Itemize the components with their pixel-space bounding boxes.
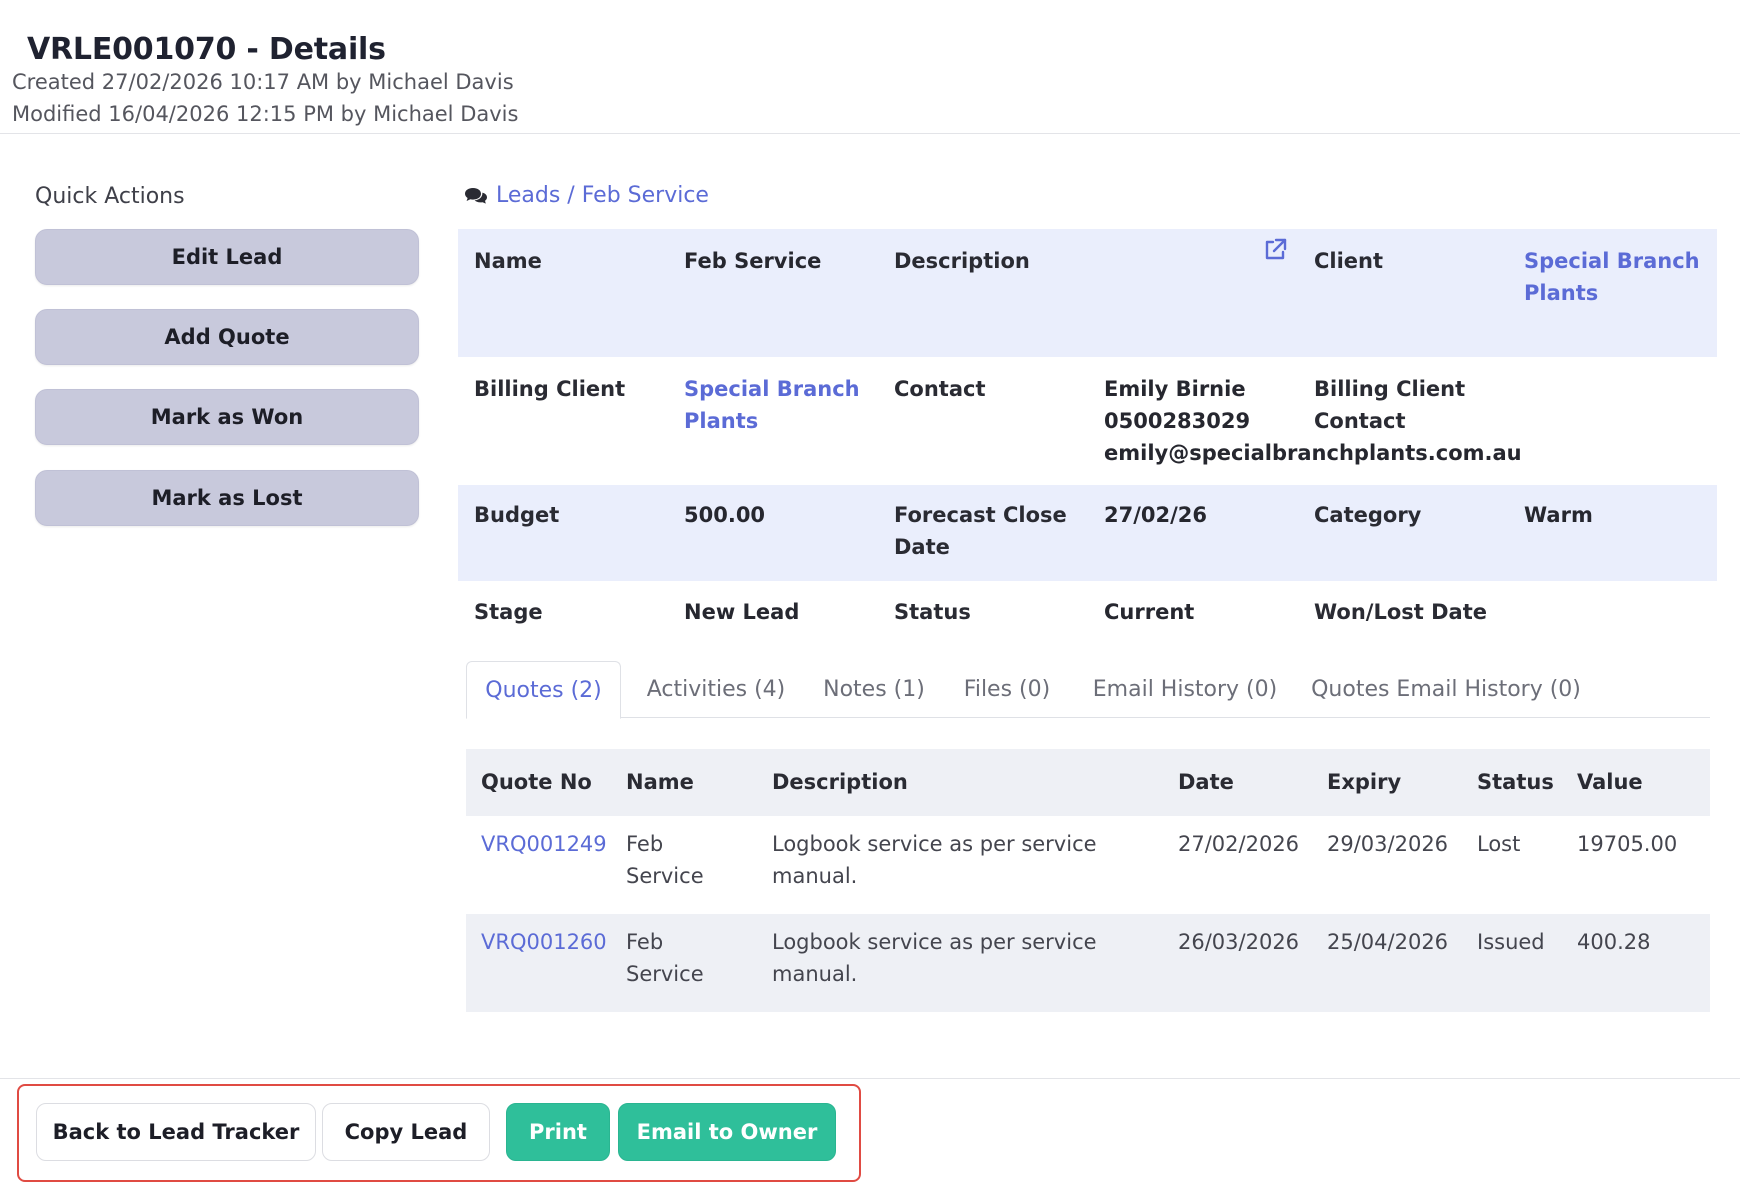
comments-icon [465, 187, 487, 204]
print-button[interactable]: Print [506, 1103, 610, 1161]
forecast-close-date-label: Forecast Close Date [894, 499, 1067, 563]
client-link-line2[interactable]: Plants [1524, 281, 1599, 305]
stage-value: New Lead [684, 600, 800, 624]
quote-status: Issued [1477, 930, 1545, 954]
breadcrumb-text[interactable]: Leads / Feb Service [496, 183, 709, 208]
billing-client-contact-label: Billing Client Contact [1314, 373, 1465, 437]
column-header-description: Description [772, 770, 908, 794]
category-value: Warm [1524, 503, 1593, 527]
quote-desc-line1: Logbook service as per service [772, 930, 1097, 954]
client-link-line1[interactable]: Special Branch [1524, 249, 1700, 273]
page-title: VRLE001070 - Details [27, 32, 386, 67]
details-row-stage: Stage New Lead Status Current Won/Lost D… [458, 581, 1717, 649]
mark-as-won-button[interactable]: Mark as Won [35, 389, 419, 445]
status-label: Status [894, 600, 971, 624]
billing-client-link-line2[interactable]: Plants [684, 409, 759, 433]
copy-lead-button[interactable]: Copy Lead [322, 1103, 490, 1161]
client-label: Client [1314, 249, 1384, 273]
tab-quotes[interactable]: Quotes (2) [466, 661, 621, 719]
quotes-table: Quote No Name Description Date Expiry St… [466, 749, 1710, 1012]
column-header-name: Name [626, 770, 694, 794]
quote-name: Feb Service [626, 828, 704, 892]
client-link[interactable]: Special Branch Plants [1524, 245, 1700, 309]
billing-contact-label-line2: Contact [1314, 409, 1406, 433]
page-header: VRLE001070 - Details Created 27/02/2026 … [0, 0, 1740, 134]
details-row-budget: Budget 500.00 Forecast Close Date 27/02/… [458, 485, 1717, 581]
name-value: Feb Service [684, 249, 822, 273]
description-label: Description [894, 249, 1030, 273]
quote-status: Lost [1477, 832, 1521, 856]
quote-desc-line2: manual. [772, 864, 858, 888]
won-lost-date-label: Won/Lost Date [1314, 600, 1488, 624]
column-header-status: Status [1477, 770, 1554, 794]
stage-label: Stage [474, 600, 543, 624]
quote-value: 400.28 [1577, 930, 1651, 954]
modified-info: Modified 16/04/2026 12:15 PM by Michael … [12, 102, 519, 126]
billing-client-link-line1[interactable]: Special Branch [684, 377, 860, 401]
quote-no-link[interactable]: VRQ001249 [481, 832, 607, 856]
forecast-label-line1: Forecast Close [894, 503, 1067, 527]
quick-actions-title: Quick Actions [35, 184, 185, 209]
back-to-lead-tracker-button[interactable]: Back to Lead Tracker [36, 1103, 316, 1161]
billing-client-link[interactable]: Special Branch Plants [684, 373, 860, 437]
tab-files[interactable]: Files (0) [963, 677, 1051, 702]
lead-tabs: Quotes (2) Activities (4) Notes (1) File… [466, 661, 1710, 719]
contact-phone: 0500283029 [1104, 409, 1251, 433]
email-to-owner-button[interactable]: Email to Owner [618, 1103, 836, 1161]
column-header-value: Value [1577, 770, 1643, 794]
quote-value: 19705.00 [1577, 832, 1678, 856]
status-value: Current [1104, 600, 1195, 624]
column-header-date: Date [1178, 770, 1234, 794]
quote-description: Logbook service as per service manual. [772, 926, 1097, 990]
column-header-expiry: Expiry [1327, 770, 1402, 794]
contact-name: Emily Birnie [1104, 377, 1246, 401]
quote-expiry: 25/04/2026 [1327, 930, 1449, 954]
lead-details-grid: Name Feb Service Description Client Spec… [458, 229, 1717, 649]
table-row[interactable]: VRQ001249 Feb Service Logbook service as… [466, 816, 1710, 914]
quote-date: 27/02/2026 [1178, 832, 1300, 856]
quote-name-line1: Feb [626, 832, 664, 856]
column-header-quote-no: Quote No [481, 770, 592, 794]
footer-actions-highlight [17, 1084, 861, 1182]
budget-value: 500.00 [684, 503, 766, 527]
quote-desc-line1: Logbook service as per service [772, 832, 1097, 856]
contact-label: Contact [894, 377, 986, 401]
billing-client-label: Billing Client [474, 377, 626, 401]
quote-expiry: 29/03/2026 [1327, 832, 1449, 856]
tab-activities[interactable]: Activities (4) [646, 677, 786, 702]
details-row-name: Name Feb Service Description Client Spec… [458, 229, 1717, 357]
quote-name-line2: Service [626, 962, 704, 986]
quote-no-link[interactable]: VRQ001260 [481, 930, 607, 954]
quote-date: 26/03/2026 [1178, 930, 1300, 954]
quote-name: Feb Service [626, 926, 704, 990]
contact-value: Emily Birnie 0500283029 emily@specialbra… [1104, 373, 1522, 469]
forecast-close-date-value: 27/02/26 [1104, 503, 1208, 527]
edit-lead-button[interactable]: Edit Lead [35, 229, 419, 285]
category-label: Category [1314, 503, 1422, 527]
name-label: Name [474, 249, 542, 273]
quote-name-line1: Feb [626, 930, 664, 954]
mark-as-lost-button[interactable]: Mark as Lost [35, 470, 419, 526]
add-quote-button[interactable]: Add Quote [35, 309, 419, 365]
quote-description: Logbook service as per service manual. [772, 828, 1097, 892]
forecast-label-line2: Date [894, 535, 950, 559]
tab-notes[interactable]: Notes (1) [823, 677, 925, 702]
created-info: Created 27/02/2026 10:17 AM by Michael D… [12, 70, 514, 94]
external-link-icon[interactable] [1262, 237, 1288, 263]
quote-name-line2: Service [626, 864, 704, 888]
details-row-billing: Billing Client Special Branch Plants Con… [458, 357, 1717, 485]
breadcrumb[interactable]: Leads / Feb Service [464, 183, 709, 208]
billing-contact-label-line1: Billing Client [1314, 377, 1466, 401]
quote-desc-line2: manual. [772, 962, 858, 986]
tab-quotes-email-history[interactable]: Quotes Email History (0) [1311, 677, 1581, 702]
tab-email-history[interactable]: Email History (0) [1092, 677, 1278, 702]
table-row[interactable]: VRQ001260 Feb Service Logbook service as… [466, 914, 1710, 1012]
footer-bar [0, 1078, 1740, 1189]
budget-label: Budget [474, 503, 560, 527]
contact-email: emily@specialbranchplants.com.au [1104, 441, 1522, 465]
table-header: Quote No Name Description Date Expiry St… [466, 749, 1710, 816]
